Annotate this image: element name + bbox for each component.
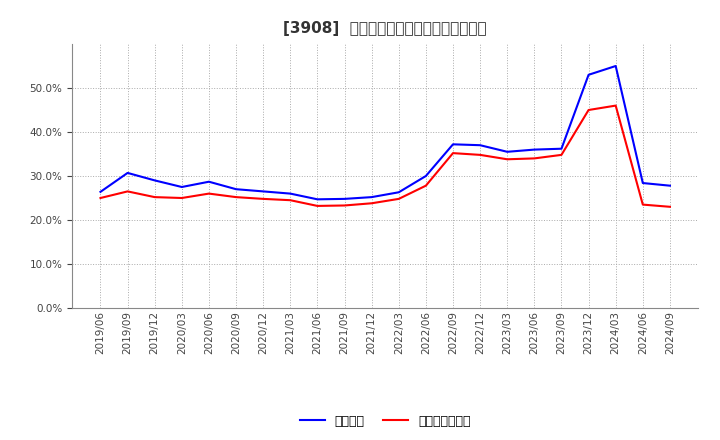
固定比率 bbox=[178, 184, 186, 190]
固定長期適合率 bbox=[449, 150, 457, 156]
固定比率 bbox=[204, 179, 213, 184]
固定比率 bbox=[639, 180, 647, 186]
Title: [3908]  固定比率、固定長期適合率の推移: [3908] 固定比率、固定長期適合率の推移 bbox=[284, 21, 487, 36]
固定長期適合率 bbox=[530, 156, 539, 161]
固定長期適合率 bbox=[665, 204, 674, 209]
固定比率 bbox=[503, 149, 511, 154]
固定長期適合率 bbox=[123, 189, 132, 194]
固定長期適合率 bbox=[584, 107, 593, 113]
固定比率 bbox=[313, 197, 322, 202]
固定長期適合率 bbox=[557, 152, 566, 158]
固定長期適合率 bbox=[611, 103, 620, 108]
固定比率 bbox=[476, 143, 485, 148]
固定比率 bbox=[150, 178, 159, 183]
固定長期適合率 bbox=[178, 195, 186, 201]
固定長期適合率 bbox=[286, 198, 294, 203]
固定長期適合率 bbox=[421, 183, 430, 188]
固定比率 bbox=[395, 190, 403, 195]
固定長期適合率 bbox=[639, 202, 647, 207]
固定比率 bbox=[96, 189, 105, 194]
固定長期適合率 bbox=[204, 191, 213, 196]
固定比率 bbox=[584, 72, 593, 77]
固定比率 bbox=[611, 63, 620, 69]
固定比率 bbox=[367, 194, 376, 200]
固定比率 bbox=[232, 187, 240, 192]
固定長期適合率 bbox=[367, 201, 376, 206]
固定長期適合率 bbox=[476, 152, 485, 158]
固定比率 bbox=[341, 196, 349, 202]
固定長期適合率 bbox=[395, 196, 403, 202]
固定長期適合率 bbox=[96, 195, 105, 201]
固定比率 bbox=[259, 189, 268, 194]
固定長期適合率 bbox=[341, 203, 349, 208]
固定長期適合率 bbox=[503, 157, 511, 162]
Line: 固定長期適合率: 固定長期適合率 bbox=[101, 106, 670, 207]
固定長期適合率 bbox=[232, 194, 240, 200]
固定比率 bbox=[557, 146, 566, 151]
固定比率 bbox=[286, 191, 294, 196]
固定長期適合率 bbox=[150, 194, 159, 200]
Line: 固定比率: 固定比率 bbox=[101, 66, 670, 199]
Legend: 固定比率, 固定長期適合率: 固定比率, 固定長期適合率 bbox=[300, 414, 471, 428]
固定長期適合率 bbox=[259, 196, 268, 202]
固定比率 bbox=[123, 170, 132, 176]
固定比率 bbox=[421, 173, 430, 179]
固定比率 bbox=[530, 147, 539, 152]
固定長期適合率 bbox=[313, 203, 322, 209]
固定比率 bbox=[665, 183, 674, 188]
固定比率 bbox=[449, 142, 457, 147]
